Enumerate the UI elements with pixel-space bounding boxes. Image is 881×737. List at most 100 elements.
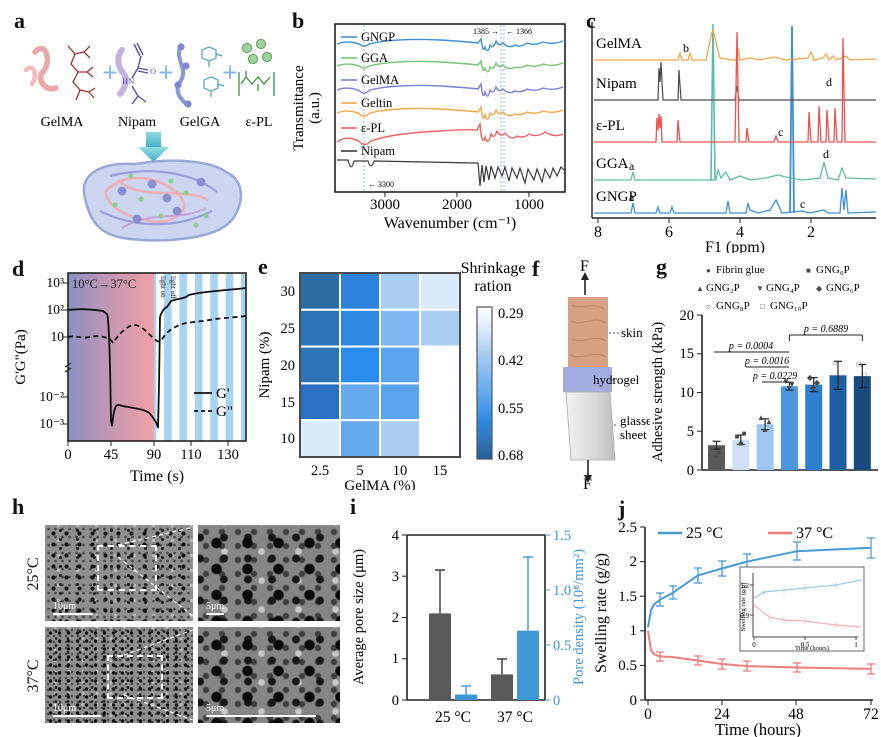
svg-text:O: O (150, 66, 156, 76)
scalebar-5um: 5μm (206, 703, 316, 717)
svg-text:◆: ◆ (807, 373, 814, 382)
j-inset-ylabel: Swelling rate (g/g) (740, 583, 747, 632)
d-xtick-90: 90 (147, 447, 162, 463)
legend-geltin: Geltin (361, 96, 393, 110)
i-ytick-4: 4 (392, 528, 400, 544)
peak-mark-a1: a (629, 159, 635, 173)
d-ytick-1e1: 10 (51, 329, 65, 344)
peak-mark-a2: a (629, 190, 635, 204)
d-ytick-1e3: 10³ (46, 275, 64, 290)
svg-text:□: □ (862, 371, 867, 380)
bar-group (708, 375, 871, 470)
d-ytick-1e2: 10² (46, 302, 64, 317)
nmr-gngp (594, 187, 877, 214)
plus-icon: + (158, 58, 174, 89)
spectrum-gga (336, 59, 564, 73)
pval-0016: p = 0.0016 (744, 356, 789, 367)
j-ytick-0: 0 (630, 693, 638, 709)
g-ytick-10: 10 (680, 385, 695, 401)
bar-poredensity-37 (517, 630, 539, 700)
component-label-nipam: Nipam (118, 115, 156, 130)
gelga-glyph (174, 42, 225, 108)
svg-text:▲: ▲ (765, 417, 773, 426)
j-legend-37: 37 °C (796, 525, 833, 542)
i-xcat-25: 25 °C (435, 709, 471, 726)
component-label-gelga: GelGA (180, 115, 221, 130)
sig-brackets (714, 334, 863, 383)
sem-37c-highmag: 5μm (198, 627, 340, 723)
j-inset-xlabel: Time (hours) (795, 645, 829, 652)
svg-text:▲: ▲ (757, 413, 765, 422)
panel-d-rheology: 10°C→37°C light on light off G' G" 10³ 1… (13, 272, 247, 485)
e-xlabel: GelMA (%) (344, 478, 415, 490)
c-label-epl: ε-PL (596, 118, 625, 134)
sem-connector-lines (117, 525, 199, 723)
j-inset-xtick-1: 1 (854, 641, 858, 649)
svg-text:■: ■ (739, 439, 744, 448)
legend-epl: ε-PL (361, 121, 385, 135)
legend-nipam: Nipam (361, 144, 395, 158)
j-ytick-1: 1 (630, 623, 638, 639)
c-xlabel: F1 (ppm) (705, 239, 765, 253)
component-label-gelma: GelMA (41, 115, 85, 130)
e-ytick-20: 20 (281, 358, 296, 374)
g-ytick-0: 0 (687, 463, 694, 479)
curve-g-prime (67, 287, 247, 429)
nmr-gga (594, 161, 877, 181)
sem-37c-lowmag: 10μm (45, 627, 193, 723)
annotation-1385: 1385 → (473, 27, 499, 36)
legend-gng8p: GNG₈P (716, 300, 750, 312)
panel-letter-a: a (14, 8, 25, 33)
c-label-gelma: GelMA (596, 36, 642, 52)
legend-gng4p: GNG₄P (766, 282, 800, 294)
panel-letter-h: h (12, 494, 25, 519)
peak-mark-d1: d (826, 75, 832, 89)
d-xtick-45: 45 (104, 447, 119, 463)
c-label-gngp: GNGP (596, 189, 637, 205)
svg-text:▲: ▲ (761, 425, 769, 434)
panel-e-heatmap: 30 25 20 15 10 Nipam (%) 2.5 5 10 15 Gel… (257, 260, 526, 490)
legend-marker-square: ■ (806, 266, 811, 275)
spectrum-nipam (337, 159, 565, 187)
nmr-nipam (594, 61, 876, 101)
pval-0004: p = 0.0004 (728, 341, 773, 352)
i-ytick-3: 3 (392, 569, 399, 585)
sem-zoom-box (97, 545, 157, 591)
b-xtick-1000: 1000 (514, 197, 544, 213)
d-xtick-0: 0 (64, 447, 71, 463)
svg-text:HN: HN (122, 76, 134, 86)
panel-letter-i: i (350, 494, 357, 519)
nmr-epl (594, 31, 876, 143)
i-xcat-37: 37 °C (497, 709, 533, 726)
e-ytick-10: 10 (281, 431, 296, 447)
spectrum-geltin (336, 104, 564, 120)
plus-icon: + (222, 58, 238, 89)
curve-g-double-prime (67, 315, 247, 345)
legend-fibrin: Fibrin glue (716, 264, 765, 276)
heatmap-grid (299, 272, 461, 458)
down-arrow-icon (138, 132, 169, 162)
e-xtick-5: 5 (356, 463, 363, 479)
legend-gng10p: GNG₁₀P (770, 300, 808, 312)
inset-curve-37c (753, 604, 862, 628)
c-label-nipam: Nipam (596, 76, 637, 92)
j-inset-xtick-0: 0 (752, 641, 756, 649)
panel-letter-e: e (258, 254, 268, 279)
legend-gng6p: GNG₆P (826, 282, 860, 294)
f-label-glass-2: sheet (620, 427, 647, 442)
arrow-down-icon (584, 475, 592, 483)
errorbars-37c (656, 651, 875, 675)
f-force-bottom: F (583, 476, 592, 490)
f-label-hydrogel: hydrogel (593, 372, 640, 387)
e-cb-title-1: Shrinkage (461, 260, 526, 277)
c-xtick-4: 4 (736, 224, 744, 241)
annotation-1366: ← 1366 (506, 27, 532, 36)
j-ytick-15: 1.5 (618, 589, 637, 605)
legend-gga: GGA (361, 51, 388, 65)
panel-letter-d: d (12, 256, 25, 281)
panel-letter-c: c (586, 8, 596, 33)
svg-text:□: □ (860, 376, 865, 385)
b-ylabel-1: Transmittance (291, 65, 307, 151)
svg-text:◆: ◆ (810, 383, 817, 392)
spectrum-epl (336, 121, 564, 146)
